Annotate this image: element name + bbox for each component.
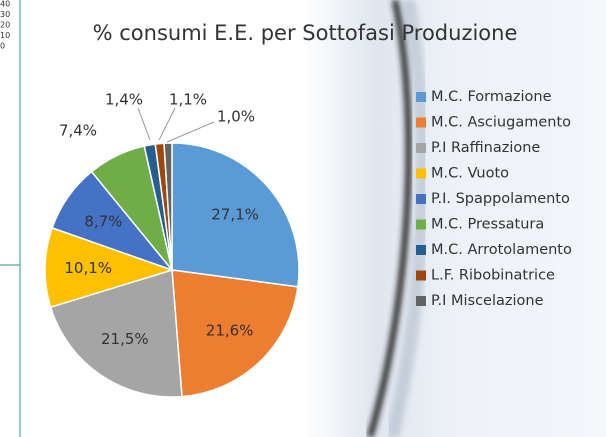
legend-label: M.C. Vuoto	[431, 166, 509, 182]
legend-label: M.C. Pressatura	[431, 217, 544, 233]
chart-title: % consumi E.E. per Sottofasi Produzione	[93, 21, 518, 45]
data-label: 10,1%	[64, 259, 112, 277]
background-label: 10	[0, 31, 10, 40]
data-label: 21,5%	[101, 330, 149, 348]
legend-swatch	[416, 245, 426, 255]
background-label: 20	[0, 21, 10, 30]
data-label: 1,1%	[169, 91, 207, 109]
data-label: 27,1%	[211, 205, 259, 223]
legend-label: M.C. Asciugamento	[431, 115, 571, 131]
data-label: 8,7%	[84, 212, 122, 230]
legend-swatch	[416, 271, 426, 281]
data-label: 7,4%	[59, 122, 97, 140]
legend-label: P.I. Spappolamento	[431, 191, 570, 207]
data-label: 21,6%	[206, 321, 254, 339]
background-label: 0	[0, 42, 5, 51]
data-label: 1,0%	[217, 108, 255, 126]
legend-swatch	[416, 296, 426, 306]
background-label: 40	[0, 0, 10, 9]
legend-label: L.F. Ribobinatrice	[431, 268, 555, 284]
chart: % consumi E.E. per Sottofasi Produzione …	[0, 0, 606, 437]
legend-label: M.C. Arrotolamento	[431, 242, 572, 258]
legend-label: P.I Miscelazione	[431, 293, 544, 309]
legend-swatch	[416, 220, 426, 230]
data-label: 1,4%	[105, 91, 143, 109]
background-label: 30	[0, 10, 10, 19]
legend-swatch	[416, 92, 426, 102]
legend-swatch	[416, 143, 426, 153]
legend-label: M.C. Formazione	[431, 89, 552, 105]
legend-label: P.I Raffinazione	[431, 140, 540, 156]
legend-swatch	[416, 169, 426, 179]
legend-swatch	[416, 118, 426, 128]
legend-swatch	[416, 194, 426, 204]
